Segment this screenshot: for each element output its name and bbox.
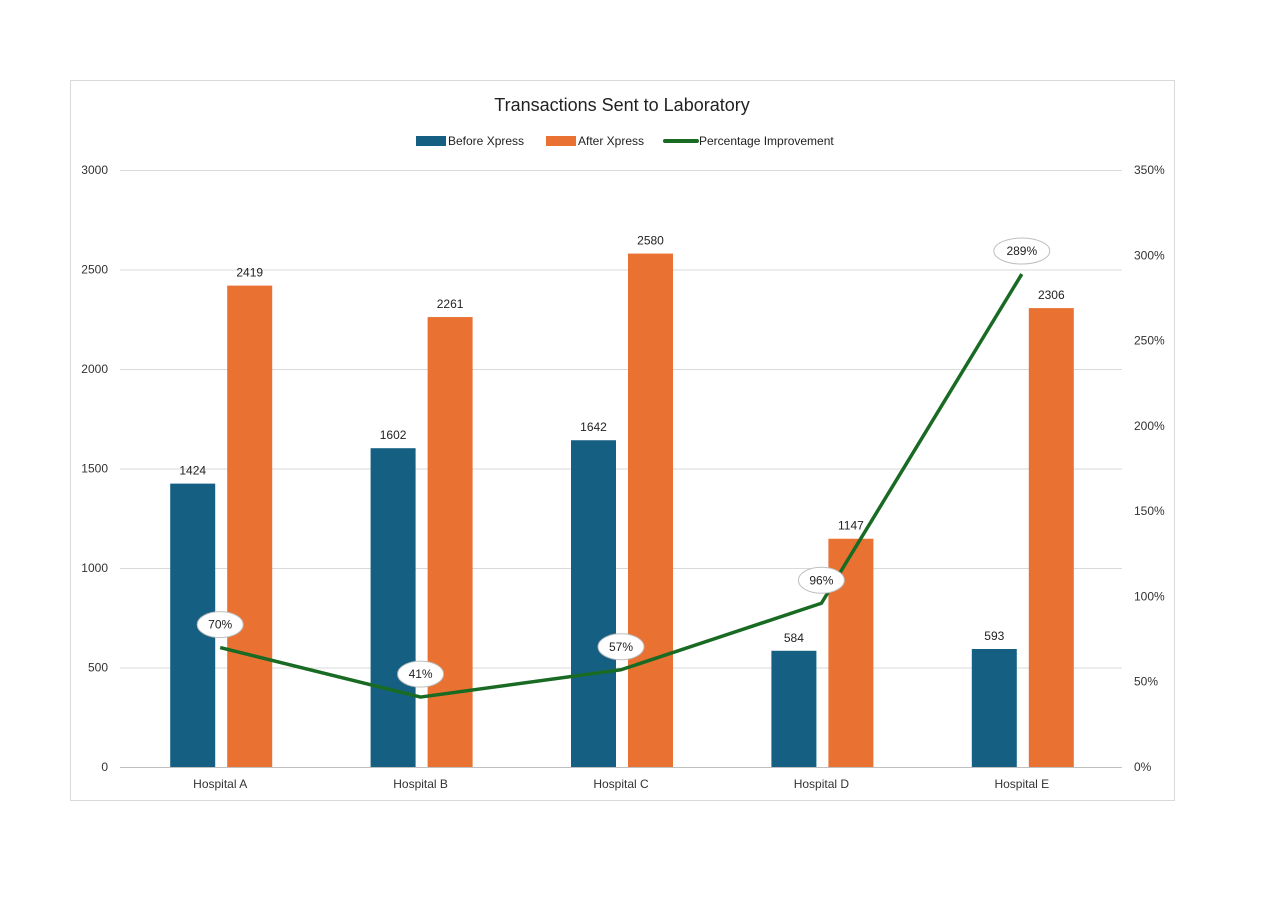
bar-after-xpress	[628, 253, 673, 767]
data-labels: 1424 1602 1642 584 593 2419 2261 2580 1147 2306 70…	[179, 234, 1065, 688]
x-tick-label: Hospital B	[393, 777, 448, 791]
x-tick-label: Hospital E	[994, 777, 1049, 791]
legend-swatch	[546, 136, 576, 146]
bar-value-label: 584	[784, 631, 804, 645]
bar-before-xpress	[571, 440, 616, 767]
bar-value-label: 1424	[179, 464, 206, 478]
y-left-tick-label: 0	[101, 760, 108, 774]
y-right-tick-label: 100%	[1134, 589, 1165, 603]
y-left-tick-label: 1500	[81, 462, 108, 476]
line-label-bubble	[597, 633, 645, 661]
y-left-tick-label: 3000	[81, 163, 108, 177]
gridlines: 0 500 1000 1500 2000 2500 3000 0% 50% 100% 150% 200…	[81, 163, 1165, 791]
y-right-tick-label: 200%	[1134, 419, 1165, 433]
bar-value-label: 1147	[838, 519, 864, 533]
line-series	[219, 273, 1024, 699]
bar-before-xpress	[771, 650, 817, 767]
line-value-label: 96%	[809, 573, 833, 587]
legend-label: After Xpress	[578, 134, 644, 148]
line-value-label: 41%	[409, 667, 433, 681]
legend-label: Percentage Improvement	[699, 134, 834, 148]
y-right-tick-label: 300%	[1134, 248, 1165, 262]
bar-value-label: 1602	[380, 428, 407, 442]
y-left-tick-label: 500	[88, 661, 108, 675]
line-label-bubble	[397, 660, 445, 688]
legend-swatch	[416, 136, 446, 146]
bar-before-xpress	[370, 448, 416, 767]
bar-after-xpress	[1028, 308, 1074, 767]
bar-value-label: 2306	[1038, 288, 1065, 302]
line-value-label: 70%	[208, 618, 232, 632]
bar-value-label: 1642	[580, 420, 607, 434]
y-left-tick-label: 2000	[81, 362, 108, 376]
y-left-tick-label: 1000	[81, 561, 108, 575]
chart-title: Transactions Sent to Laboratory	[494, 95, 749, 115]
line-label-bubble	[797, 566, 845, 594]
bar-before-xpress	[971, 648, 1017, 767]
bar-after-xpress	[227, 285, 273, 767]
line-label-bubble	[196, 611, 244, 639]
y-right-tick-label: 50%	[1134, 675, 1158, 689]
line-percentage-improvement	[219, 273, 1024, 699]
y-right-tick-label: 150%	[1134, 504, 1165, 518]
line-value-label: 289%	[1006, 244, 1037, 258]
bar-value-label: 593	[984, 629, 1004, 643]
y-right-tick-label: 350%	[1134, 163, 1165, 177]
y-left-tick-label: 2500	[81, 263, 108, 277]
legend: Before Xpress After Xpress Percentage Impr…	[416, 134, 834, 148]
legend-label: Before Xpress	[448, 134, 524, 148]
line-label-bubble	[993, 237, 1051, 265]
x-tick-label: Hospital C	[593, 777, 649, 791]
bar-value-label: 2580	[637, 234, 664, 248]
y-right-tick-label: 0%	[1134, 760, 1152, 774]
y-right-tick-label: 250%	[1134, 334, 1165, 348]
x-tick-label: Hospital D	[794, 777, 850, 791]
bar-value-label: 2419	[236, 266, 263, 280]
line-value-label: 57%	[609, 640, 633, 654]
bar-value-label: 2261	[437, 297, 464, 311]
x-tick-label: Hospital A	[193, 777, 247, 791]
bar-after-xpress	[427, 317, 473, 767]
